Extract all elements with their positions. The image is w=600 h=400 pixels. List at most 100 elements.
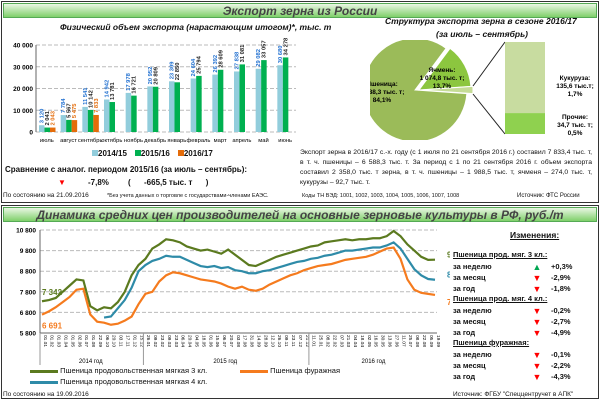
- y-tick-label: 10 800: [16, 228, 36, 235]
- bar: [131, 95, 137, 132]
- x-tick-label: 18.04: [359, 335, 365, 347]
- x-tick-label: 12.10: [269, 335, 275, 347]
- x-tick-label: 18.05: [200, 335, 206, 347]
- data-label: 22 850: [175, 63, 181, 81]
- bar: [174, 82, 180, 132]
- change-value: -0,2%: [551, 306, 571, 315]
- change-value: -4,3%: [551, 372, 571, 381]
- x-tick-label: 21.03: [345, 335, 351, 347]
- bar-legend: 2014/15 2015/16 2016/17: [92, 149, 213, 158]
- bar: [44, 127, 50, 132]
- x-tick-label: 08.02: [324, 335, 330, 347]
- series-line: [41, 229, 436, 312]
- x-tick-label: 04.05: [193, 335, 199, 347]
- x-tick-label: апрель: [232, 138, 251, 144]
- label-other: 34,7 тыс. т;: [557, 122, 593, 129]
- x-tick-label: декабрь: [144, 138, 166, 144]
- x-tick-label: август: [60, 138, 77, 144]
- down-arrow-icon: ▼: [532, 349, 542, 360]
- bar: [82, 106, 88, 132]
- period-label: за неделю: [453, 350, 492, 359]
- change-value: -2,2%: [551, 361, 571, 370]
- change-row: за год ▼ -1,8%: [453, 283, 593, 294]
- y-tick-label: 20 000: [13, 86, 33, 93]
- y-tick-label: 9 800: [20, 248, 37, 255]
- bar: [261, 60, 267, 132]
- y-tick-label: 30 000: [13, 64, 33, 71]
- source: Источник: ФТС России: [517, 193, 580, 199]
- change-row: за месяц ▼ -2,7%: [453, 316, 593, 327]
- bar: [169, 81, 175, 132]
- x-tick-label: 03.11: [118, 335, 124, 347]
- change-value: +0,3%: [551, 262, 573, 271]
- y-tick-label: 40 000: [13, 43, 33, 50]
- bar: [66, 119, 72, 132]
- bar: [39, 125, 45, 132]
- bar: [125, 92, 132, 132]
- comparison-pct: -7,8%: [88, 178, 109, 187]
- export-summary: Экспорт зерна в 2016/17 с.-х. году (с 1 …: [300, 149, 592, 186]
- legend-feed-wheat: Пшеница фуражная: [240, 366, 340, 375]
- legend-2016-17: 2016/17: [177, 149, 213, 158]
- period-label: за год: [453, 328, 476, 337]
- x-tick-label: 22.08: [421, 335, 427, 347]
- bar: [234, 71, 240, 132]
- x-tick-label: 01.06: [207, 335, 213, 347]
- x-tick-label: июнь: [278, 138, 292, 144]
- x-tick-label: март: [214, 138, 227, 144]
- down-arrow-icon: ▼: [532, 360, 542, 371]
- bar: [190, 78, 197, 132]
- change-row: за год ▼ -4,9%: [453, 327, 593, 338]
- comparison-label: Сравнение с аналог. периодом 2015/16 (за…: [5, 165, 248, 174]
- change-row: за неделю ▼ -0,2%: [453, 305, 593, 316]
- change-row: за неделю ▲ +0,3%: [453, 261, 593, 272]
- data-label: 17 978: [126, 72, 132, 91]
- start-label: 7 342: [42, 288, 63, 297]
- down-arrow-icon: ▼: [58, 178, 66, 187]
- prices-header: Динамика средних цен производителей на о…: [3, 207, 597, 222]
- x-tick-label: 17.08: [242, 335, 248, 347]
- x-tick-label: сентябрь: [78, 138, 103, 144]
- year-label: 2014 год: [79, 359, 103, 365]
- x-tick-label: февраль: [187, 138, 211, 144]
- change-value: -2,7%: [551, 317, 571, 326]
- period-label: за год: [453, 284, 476, 293]
- x-tick-label: 15.12: [138, 335, 144, 347]
- bar: [71, 120, 78, 132]
- x-tick-label: 03.08: [235, 335, 241, 347]
- bar: [239, 64, 245, 132]
- year-label: 2015 год: [213, 359, 237, 365]
- bar: [277, 65, 283, 132]
- y-tick-label: 0: [29, 130, 33, 137]
- label-corn: 135,6 тыс.т;: [556, 83, 594, 90]
- export-header: Экспорт зерна из России: [3, 3, 597, 18]
- x-tick-label: 08.08: [414, 335, 420, 347]
- legend-wheat-4: Пшеница продовольственная мягкая 4 кл.: [30, 377, 207, 386]
- y-tick-label: 8 800: [20, 269, 37, 276]
- y-tick-label: 6 800: [20, 310, 37, 317]
- data-label: 11 541: [83, 87, 89, 105]
- x-tick-label: 09.02: [152, 335, 158, 347]
- x-tick-label: июль: [40, 138, 54, 144]
- period-label: за месяц: [453, 317, 486, 326]
- pie-slice-other: [420, 85, 474, 95]
- x-tick-label: 26.01: [145, 335, 151, 347]
- data-label: 2 043: [51, 110, 57, 125]
- x-tick-label: 25.07: [407, 335, 413, 347]
- x-tick-label: 21.12: [304, 335, 310, 347]
- data-label: 5 475: [72, 103, 78, 118]
- x-tick-label: 14.09: [256, 335, 262, 347]
- x-tick-label: 01.08: [90, 335, 96, 347]
- label-corn: 1,7%: [568, 91, 583, 98]
- x-tick-label: 23.11: [290, 335, 296, 347]
- bar: [152, 86, 159, 132]
- x-tick-label: 28.09: [262, 335, 268, 347]
- x-tick-label: май: [258, 137, 268, 144]
- bar: [196, 75, 202, 132]
- x-tick-label: 07.03: [338, 335, 344, 347]
- hs-codes: Коды ТН ВЭД: 1001, 1002, 1003, 1004, 100…: [302, 193, 460, 199]
- x-tick-label: 15.06: [214, 335, 220, 347]
- data-label: 25 794: [197, 55, 203, 74]
- x-tick-label: 01.05: [69, 335, 75, 347]
- x-tick-label: 01.07: [83, 335, 89, 347]
